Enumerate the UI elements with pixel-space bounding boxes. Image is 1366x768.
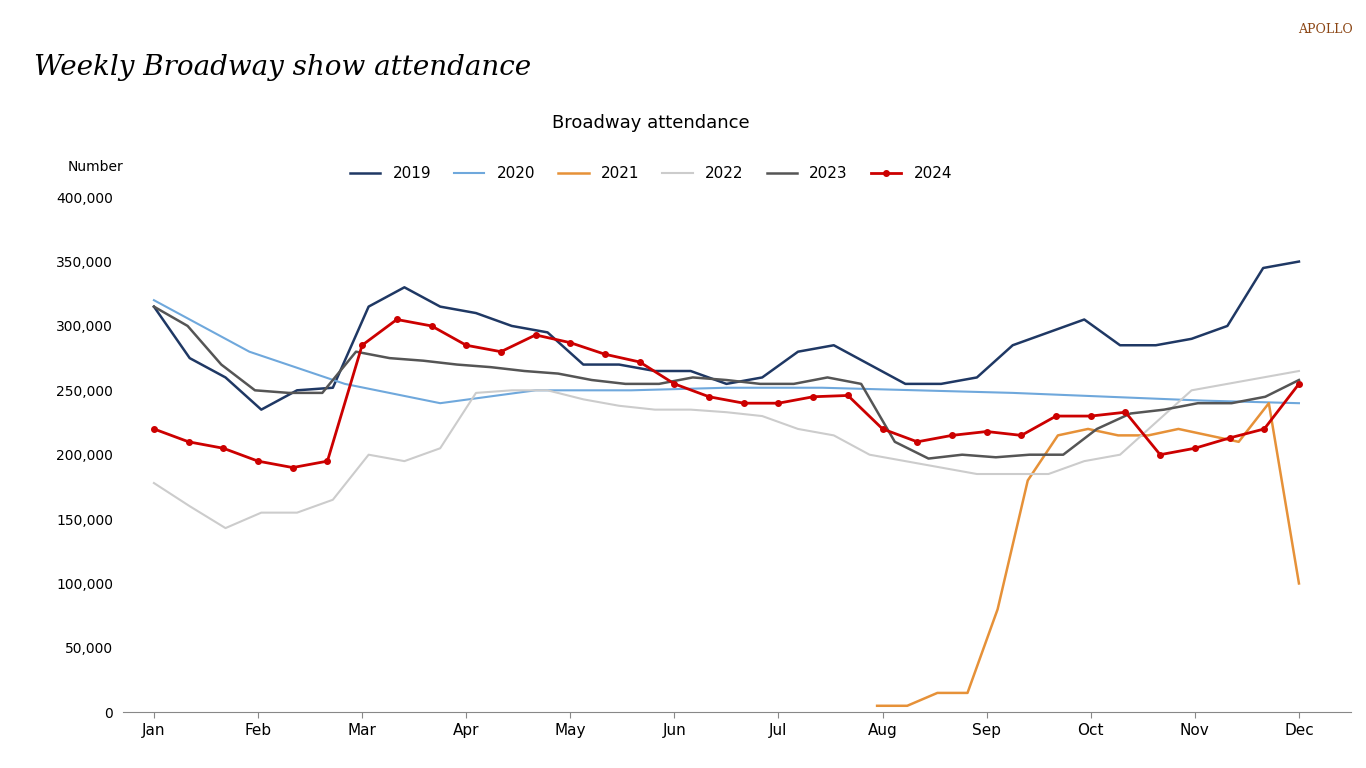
Legend: 2019, 2020, 2021, 2022, 2023, 2024: 2019, 2020, 2021, 2022, 2023, 2024 [343, 161, 958, 187]
Text: Number: Number [67, 160, 123, 174]
Text: APOLLO: APOLLO [1298, 23, 1352, 36]
Text: Weekly Broadway show attendance: Weekly Broadway show attendance [34, 54, 531, 81]
Text: Broadway attendance: Broadway attendance [552, 114, 750, 131]
